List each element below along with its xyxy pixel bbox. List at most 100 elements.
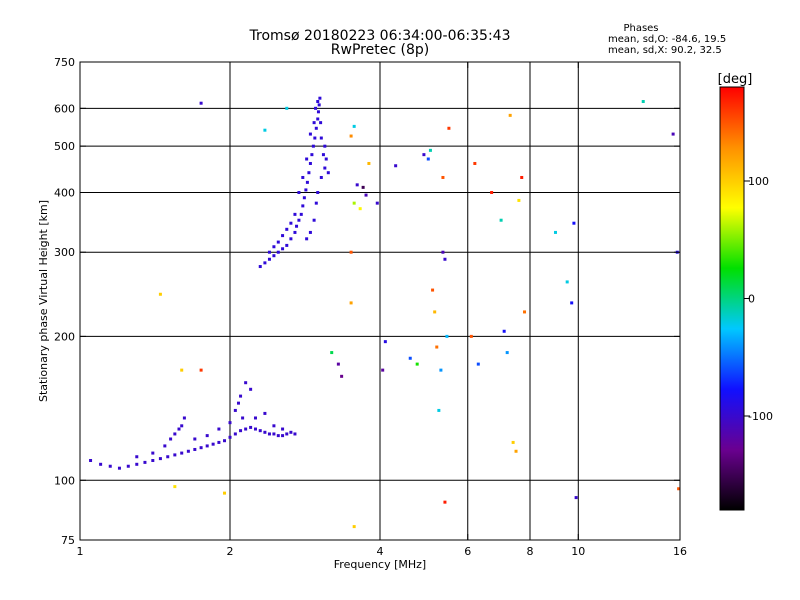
colorbar-ticks: 100 0 -100 xyxy=(744,175,773,423)
trace-point xyxy=(239,429,243,433)
trace-point xyxy=(263,430,267,434)
trace-point xyxy=(312,121,316,125)
trace-point xyxy=(301,175,305,179)
trace-point xyxy=(308,161,312,165)
echo-point xyxy=(180,368,184,372)
y-tick-label: 400 xyxy=(54,186,75,199)
trace-point xyxy=(108,464,112,468)
trace-point xyxy=(272,424,276,428)
colorbar-label: [deg] xyxy=(718,72,753,87)
echo-point xyxy=(263,128,267,132)
echo-point xyxy=(285,106,289,110)
trace-point xyxy=(276,240,280,244)
trace-point xyxy=(241,416,245,420)
echo-point xyxy=(476,362,480,366)
x-tick-label: 4 xyxy=(377,545,384,558)
echo-point xyxy=(375,201,379,205)
trace-point xyxy=(308,132,312,136)
trace-point xyxy=(281,247,285,251)
trace-point xyxy=(299,212,303,216)
echo-point xyxy=(367,161,371,165)
echo-point xyxy=(499,218,503,222)
echo-point xyxy=(428,148,432,152)
y-tick-label: 75 xyxy=(61,534,75,547)
x-tick-label: 6 xyxy=(464,545,471,558)
trace-point xyxy=(186,449,190,453)
trace-point xyxy=(305,180,309,184)
trace-point xyxy=(135,455,139,459)
trace-point xyxy=(236,401,240,405)
trace-point xyxy=(180,451,184,455)
trace-point xyxy=(163,444,167,448)
trace-point xyxy=(211,442,215,446)
trace-point xyxy=(289,237,293,241)
echo-point xyxy=(505,351,509,355)
echo-point xyxy=(469,334,473,338)
trace-point xyxy=(223,439,227,443)
trace-point xyxy=(319,121,323,125)
echo-point xyxy=(336,362,340,366)
y-tick-label: 200 xyxy=(54,330,75,343)
trace-point xyxy=(117,466,121,470)
y-axis-label: Stationary phase Virtual Height [km] xyxy=(37,200,50,402)
trace-point xyxy=(205,434,209,438)
trace-point xyxy=(297,218,301,222)
echo-point xyxy=(349,134,353,138)
trace-point xyxy=(281,434,285,438)
colorbar-tick-label: -100 xyxy=(748,410,773,423)
trace-point xyxy=(289,430,293,434)
echo-point xyxy=(574,496,578,500)
echo-point xyxy=(223,491,227,495)
trace-point xyxy=(263,261,267,265)
echo-point xyxy=(394,164,398,168)
trace-point xyxy=(272,245,276,249)
echo-point xyxy=(671,132,675,136)
trace-point xyxy=(182,416,186,420)
trace-point xyxy=(302,196,306,200)
trace-point xyxy=(258,429,262,433)
echo-point xyxy=(443,257,447,261)
trace-point xyxy=(276,250,280,254)
trace-point xyxy=(89,458,93,462)
echo-point xyxy=(447,126,451,130)
trace-point xyxy=(217,440,221,444)
trace-point xyxy=(272,432,276,436)
trace-point xyxy=(314,106,318,110)
trace-point xyxy=(297,190,301,194)
echo-point xyxy=(199,101,203,105)
trace-point xyxy=(244,381,248,385)
trace-point xyxy=(293,212,297,216)
trace-point xyxy=(272,254,276,258)
echo-point xyxy=(437,408,441,412)
trace-point xyxy=(319,175,323,179)
echo-point xyxy=(641,100,645,104)
trace-point xyxy=(308,230,312,234)
echo-point xyxy=(173,485,177,489)
trace-point xyxy=(249,425,253,429)
echo-point xyxy=(349,301,353,305)
trace-point xyxy=(307,171,311,175)
echo-point xyxy=(565,280,569,284)
echo-point xyxy=(511,440,515,444)
trace-point xyxy=(316,110,320,114)
trace-point xyxy=(318,96,322,100)
trace-point xyxy=(301,204,305,208)
echo-point xyxy=(490,190,494,194)
trace-point xyxy=(285,432,289,436)
grid-lines xyxy=(80,62,680,540)
trace-point xyxy=(180,424,184,428)
trace-point xyxy=(244,427,248,431)
trace-point xyxy=(253,427,257,431)
trace-point xyxy=(253,416,257,420)
echo-point xyxy=(383,340,387,344)
echo-point xyxy=(199,368,203,372)
trace-point xyxy=(324,157,328,161)
echo-point xyxy=(517,198,521,202)
chart-subtitle: RwPretec (8p) xyxy=(331,42,429,58)
echo-point xyxy=(433,310,437,314)
echo-point xyxy=(408,356,412,360)
trace-point xyxy=(314,201,318,205)
echo-point xyxy=(330,351,334,355)
trace-point xyxy=(326,171,330,175)
trace-point xyxy=(310,153,314,157)
